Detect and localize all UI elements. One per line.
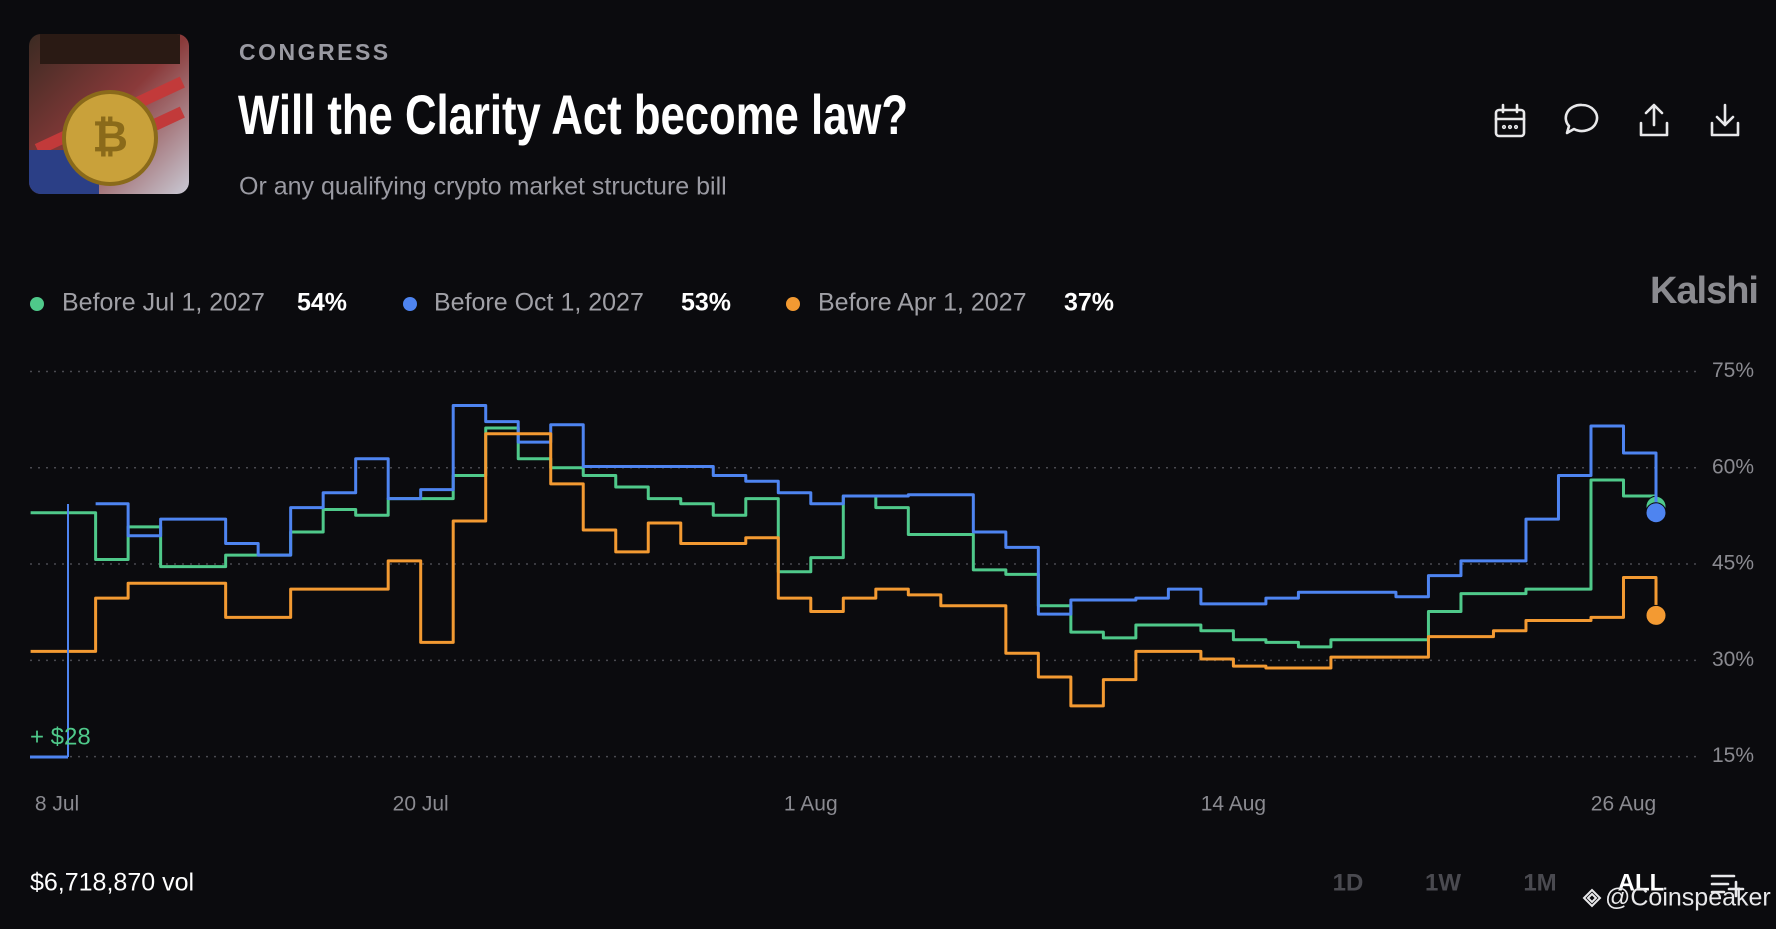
legend-value: 54% [297,289,347,317]
legend-dot [786,297,800,311]
legend: Before Jul 1, 2027 54% Before Oct 1, 2027 5… [30,289,1114,317]
grid: 15% 30% 45% 60% 75% 8 Jul 20 Jul 1 Aug 14 Aug 26 … [30,359,1754,816]
range-button[interactable]: 1M [1523,869,1556,896]
y-tick-label: 60% [1712,455,1754,478]
legend-value: 37% [1064,289,1114,317]
end-dot [1645,604,1667,626]
range-button[interactable]: ALL [1618,869,1665,896]
svg-text:₿: ₿ [92,113,128,162]
share-icon[interactable] [1639,103,1669,137]
subtitle: Or any qualifying crypto market structur… [239,173,727,201]
legend-label: Before Apr 1, 2027 [818,289,1026,317]
watermark: @Coinspeaker [1605,884,1771,912]
y-tick-label: 45% [1712,552,1754,575]
category: CONGRESS [239,39,391,65]
range-button[interactable]: 1W [1425,869,1461,896]
y-tick-label: 30% [1712,648,1754,671]
series-line [30,426,1658,649]
x-tick-label: 20 Jul [393,793,449,816]
x-tick-label: 1 Aug [784,793,838,816]
series-line [30,432,1658,708]
y-tick-label: 15% [1712,744,1754,767]
x-tick-label: 14 Aug [1201,793,1266,816]
calendar-icon[interactable] [1494,103,1526,138]
plot [30,404,1667,708]
volume: $6,718,870 vol [30,869,194,897]
y-tick-label: 75% [1712,359,1754,382]
trade-annotation: + $28 [30,723,91,750]
download-icon[interactable] [1710,103,1740,137]
legend-dot [403,297,417,311]
x-tick-label: 8 Jul [35,793,79,816]
range-selector: 1D 1W 1M ALL [1333,869,1665,896]
legend-label: Before Oct 1, 2027 [434,289,644,317]
comment-icon[interactable] [1564,103,1599,135]
legend-value: 53% [681,289,731,317]
brand-logo: Kalshi [1650,270,1758,312]
end-dot [1645,502,1667,524]
chart-settings-icon[interactable] [1710,874,1745,898]
watermark-icon [1582,888,1602,908]
x-tick-label: 26 Aug [1591,793,1656,816]
title: Will the Clarity Act become law? [238,83,908,146]
thumbnail: ₿ [29,34,189,194]
range-button[interactable]: 1D [1333,869,1364,896]
legend-label: Before Jul 1, 2027 [62,289,265,317]
series-line [95,404,1658,616]
legend-dot [30,297,44,311]
